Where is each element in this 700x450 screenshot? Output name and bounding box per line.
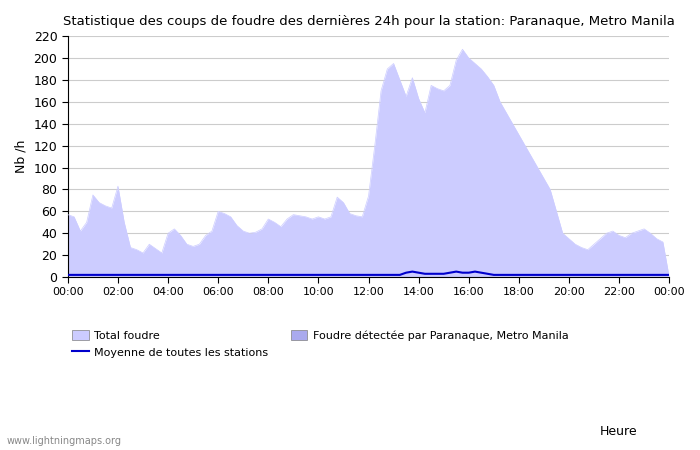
Text: Heure: Heure [599,425,637,438]
Y-axis label: Nb /h: Nb /h [15,140,28,173]
Title: Statistique des coups de foudre des dernières 24h pour la station: Paranaque, Me: Statistique des coups de foudre des dern… [62,15,675,28]
Legend: Total foudre, Moyenne de toutes les stations, Foudre détectée par Paranaque, Met: Total foudre, Moyenne de toutes les stat… [68,326,573,362]
Text: www.lightningmaps.org: www.lightningmaps.org [7,436,122,446]
